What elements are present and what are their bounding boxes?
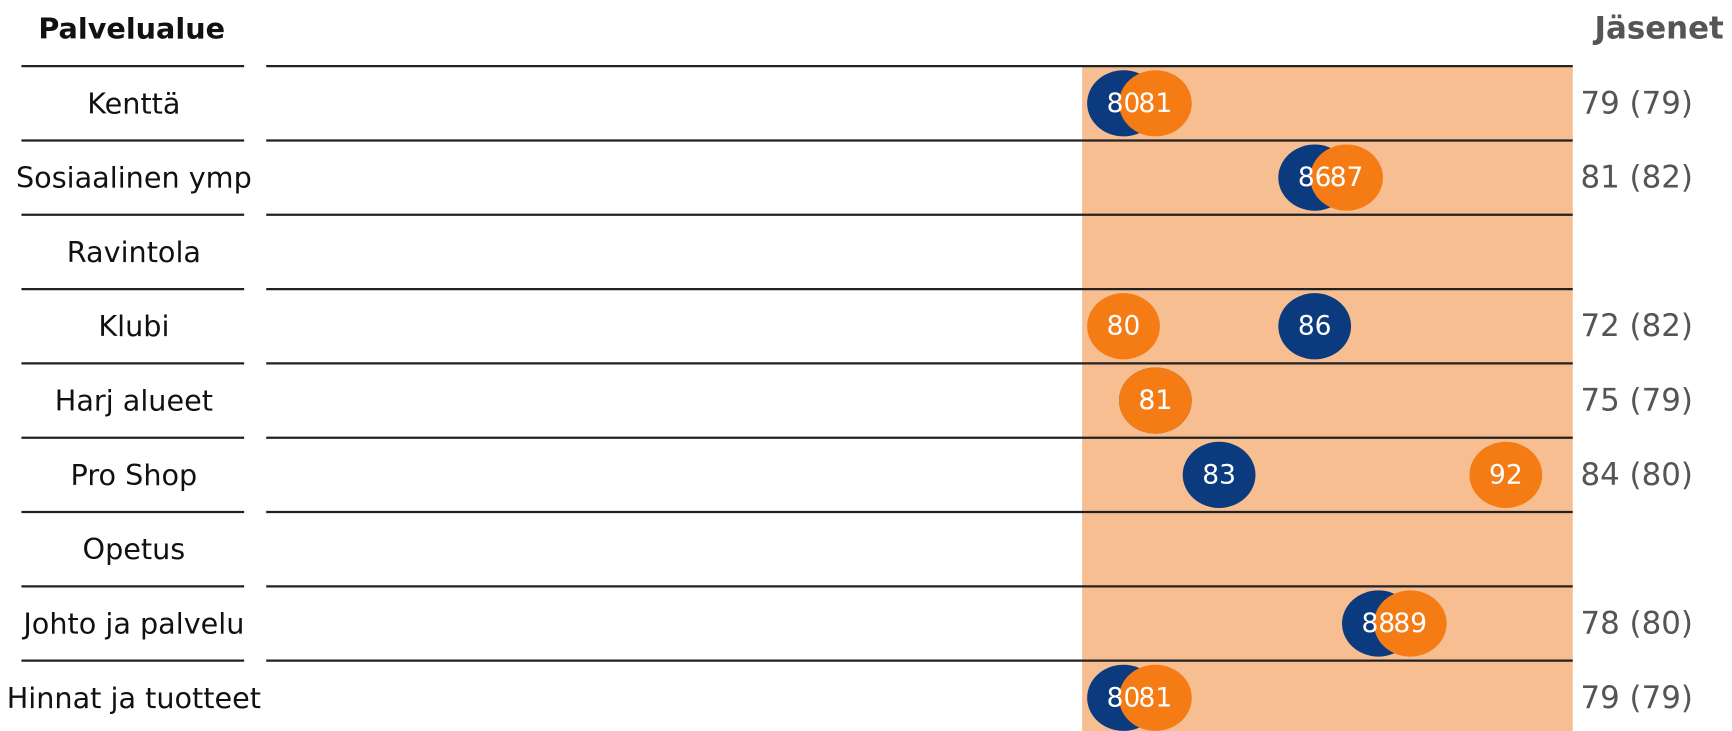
members-value: 72 (82) bbox=[1580, 308, 1692, 344]
dot bbox=[1087, 293, 1160, 360]
dot bbox=[1182, 441, 1256, 508]
members-value: 79 (79) bbox=[1580, 85, 1692, 121]
dot-label: 81 bbox=[1139, 385, 1173, 416]
category-label: Opetus bbox=[83, 532, 186, 566]
members-value: 75 (79) bbox=[1580, 383, 1692, 419]
dot-label: 92 bbox=[1489, 459, 1523, 490]
dot bbox=[1118, 664, 1192, 731]
dot-label: 81 bbox=[1139, 385, 1173, 416]
dot-label: 86 bbox=[1298, 311, 1332, 342]
category-label: Harj alueet bbox=[55, 384, 213, 418]
dot bbox=[1118, 367, 1192, 434]
category-header: Palvelualue bbox=[38, 12, 225, 46]
members-header: Jäsenet bbox=[1593, 11, 1725, 47]
dot-label: 80 bbox=[1107, 311, 1141, 342]
members-value: 79 (79) bbox=[1580, 680, 1692, 716]
category-label: Johto ja palvelu bbox=[21, 607, 244, 641]
category-label: Hinnat ja tuotteet bbox=[7, 681, 261, 715]
dot-label: 87 bbox=[1330, 162, 1364, 193]
members-value: 84 (80) bbox=[1580, 457, 1692, 493]
dots bbox=[1087, 70, 1543, 731]
dot bbox=[1278, 293, 1352, 360]
category-label: Pro Shop bbox=[71, 458, 198, 492]
dot bbox=[1118, 70, 1192, 137]
dot-label: 80 bbox=[1107, 682, 1141, 713]
category-label: Ravintola bbox=[67, 235, 201, 269]
dot-label: 80 bbox=[1107, 88, 1141, 119]
dot-label: 88 bbox=[1362, 608, 1396, 639]
dot bbox=[1469, 441, 1543, 508]
dot-label: 83 bbox=[1202, 459, 1236, 490]
dot bbox=[1310, 144, 1383, 211]
members-value: 81 (82) bbox=[1580, 160, 1692, 196]
dot bbox=[1373, 590, 1447, 657]
dot-label: 89 bbox=[1393, 608, 1427, 639]
dot-label: 81 bbox=[1139, 682, 1173, 713]
dot-label: 81 bbox=[1139, 88, 1173, 119]
category-label: Sosiaalinen ymp bbox=[16, 161, 252, 195]
members-value: 78 (80) bbox=[1580, 606, 1692, 642]
category-label: Klubi bbox=[98, 309, 169, 343]
category-label: Kenttä bbox=[87, 86, 180, 120]
dot-label: 86 bbox=[1298, 162, 1332, 193]
